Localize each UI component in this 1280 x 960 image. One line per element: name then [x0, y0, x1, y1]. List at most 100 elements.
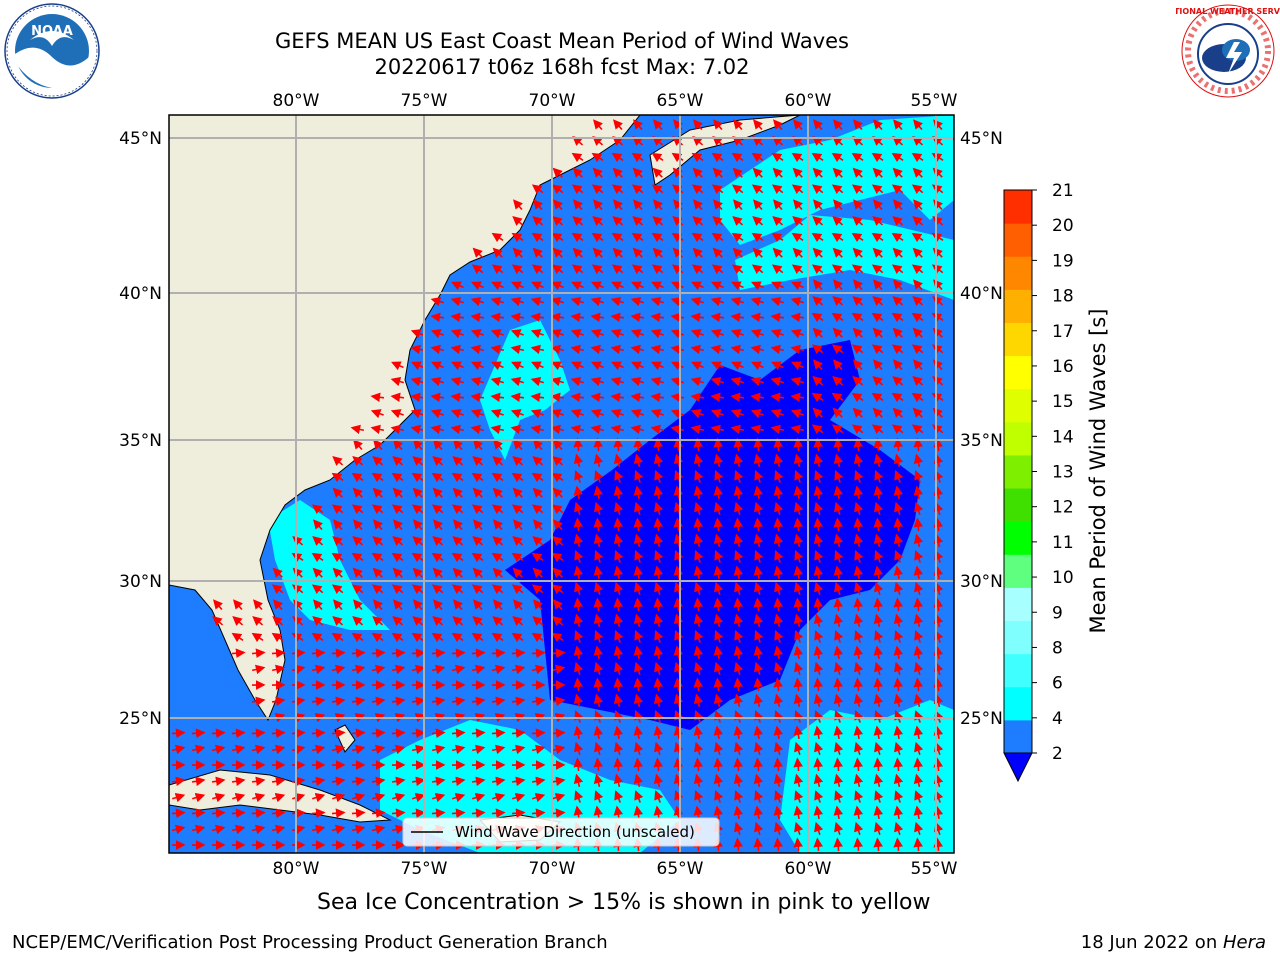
wind-wave-arrow: [853, 437, 863, 452]
wind-wave-arrow: [773, 453, 784, 468]
wind-wave-arrow: [551, 361, 564, 371]
wind-wave-arrow: [834, 549, 844, 563]
wind-wave-arrow: [271, 728, 286, 738]
wind-wave-arrow: [634, 501, 644, 515]
wind-wave-arrow: [471, 648, 486, 658]
wind-wave-arrow: [552, 536, 564, 546]
wind-wave-arrow: [312, 567, 323, 578]
wind-wave-arrow: [834, 501, 844, 515]
wind-wave-arrow: [471, 584, 484, 595]
wind-wave-arrow: [410, 329, 424, 339]
wind-wave-arrow: [392, 536, 404, 546]
wind-wave-arrow: [413, 519, 423, 531]
wind-wave-arrow: [450, 344, 465, 355]
wind-wave-arrow: [871, 424, 884, 435]
wind-wave-arrow: [633, 517, 643, 532]
wind-wave-arrow: [591, 361, 604, 371]
colorbar-segment: [1004, 686, 1032, 721]
wind-wave-arrow: [673, 565, 684, 580]
wind-wave-arrow: [633, 645, 644, 660]
wind-wave-arrow: [774, 581, 784, 595]
wind-wave-arrow: [273, 599, 283, 611]
wind-wave-arrow: [572, 247, 583, 258]
wind-wave-arrow: [633, 453, 644, 468]
wind-wave-arrow: [770, 376, 784, 387]
wind-wave-arrow: [751, 361, 764, 371]
wind-wave-arrow: [413, 599, 423, 611]
wind-wave-arrow: [752, 167, 763, 178]
wind-wave-arrow: [453, 519, 463, 531]
wind-wave-arrow: [471, 632, 484, 643]
wind-wave-arrow: [832, 327, 843, 338]
wind-wave-arrow: [551, 648, 566, 658]
wind-wave-arrow: [773, 613, 784, 628]
wind-wave-arrow: [470, 392, 485, 403]
wind-wave-arrow: [813, 437, 823, 452]
wind-wave-arrow: [253, 599, 263, 611]
wind-wave-arrow: [353, 519, 363, 531]
wind-wave-arrow: [531, 632, 544, 643]
wind-wave-arrow: [872, 407, 883, 418]
wind-wave-arrow: [291, 728, 306, 738]
wind-wave-arrow: [591, 232, 604, 243]
wind-wave-arrow: [593, 517, 603, 532]
wind-wave-arrow: [510, 409, 524, 419]
wind-wave-arrow: [772, 247, 783, 258]
wind-wave-arrow: [670, 392, 685, 403]
wind-wave-arrow: [874, 581, 884, 595]
wind-wave-arrow: [691, 361, 704, 371]
wind-wave-arrow: [570, 329, 584, 339]
wind-wave-arrow: [331, 728, 346, 738]
wind-wave-arrow: [832, 216, 844, 226]
wind-wave-arrow: [713, 199, 723, 211]
wind-wave-arrow: [233, 599, 243, 611]
sea-ice-note: Sea Ice Concentration > 15% is shown in …: [317, 890, 931, 915]
wind-wave-arrow: [874, 629, 884, 643]
wind-wave-arrow: [871, 152, 884, 163]
wind-wave-arrow: [733, 597, 743, 612]
wind-wave-arrow: [754, 581, 764, 595]
wind-wave-arrow: [691, 232, 704, 243]
wind-wave-arrow: [470, 376, 484, 387]
wind-wave-arrow: [532, 567, 543, 578]
wind-wave-arrow: [431, 472, 444, 483]
wind-wave-arrow: [430, 376, 444, 387]
wind-wave-arrow: [873, 359, 883, 371]
wind-wave-arrow: [191, 728, 206, 738]
wind-wave-arrow: [570, 376, 584, 387]
wind-wave-arrow: [733, 565, 744, 580]
wind-wave-arrow: [931, 232, 944, 243]
wind-wave-arrow: [232, 616, 244, 626]
wind-wave-arrow: [252, 616, 264, 626]
wind-wave-arrow: [933, 613, 944, 628]
colorbar-segment: [1004, 355, 1032, 390]
wind-wave-arrow: [291, 648, 306, 658]
wind-wave-arrow: [891, 392, 904, 403]
wind-wave-arrow: [551, 728, 566, 738]
wind-wave-arrow: [612, 167, 623, 178]
wind-wave-arrow: [331, 648, 346, 658]
wind-wave-arrow: [793, 517, 803, 532]
wind-wave-arrow: [410, 409, 424, 419]
wind-wave-arrow: [732, 247, 743, 258]
wind-wave-arrow: [651, 232, 664, 243]
wind-wave-arrow: [553, 519, 563, 531]
wind-wave-arrow: [854, 549, 864, 563]
wind-wave-arrow: [833, 199, 843, 211]
wind-wave-arrow: [833, 533, 844, 548]
wind-wave-arrow: [391, 632, 404, 643]
wind-wave-arrow: [693, 597, 703, 612]
wind-wave-arrow: [351, 648, 366, 658]
wind-wave-arrow: [393, 519, 403, 531]
wind-wave-arrow: [511, 632, 524, 643]
wind-wave-arrow: [594, 501, 604, 515]
wind-wave-arrow: [553, 439, 563, 451]
wind-wave-arrow: [911, 264, 924, 275]
wind-wave-arrow: [390, 424, 405, 435]
wind-wave-arrow: [773, 597, 783, 612]
wind-wave-arrow: [813, 119, 823, 131]
wind-wave-arrow: [713, 597, 723, 612]
svg-text:45°N: 45°N: [960, 129, 1003, 149]
wind-wave-arrow: [392, 456, 404, 466]
wind-wave-arrow: [651, 281, 664, 291]
